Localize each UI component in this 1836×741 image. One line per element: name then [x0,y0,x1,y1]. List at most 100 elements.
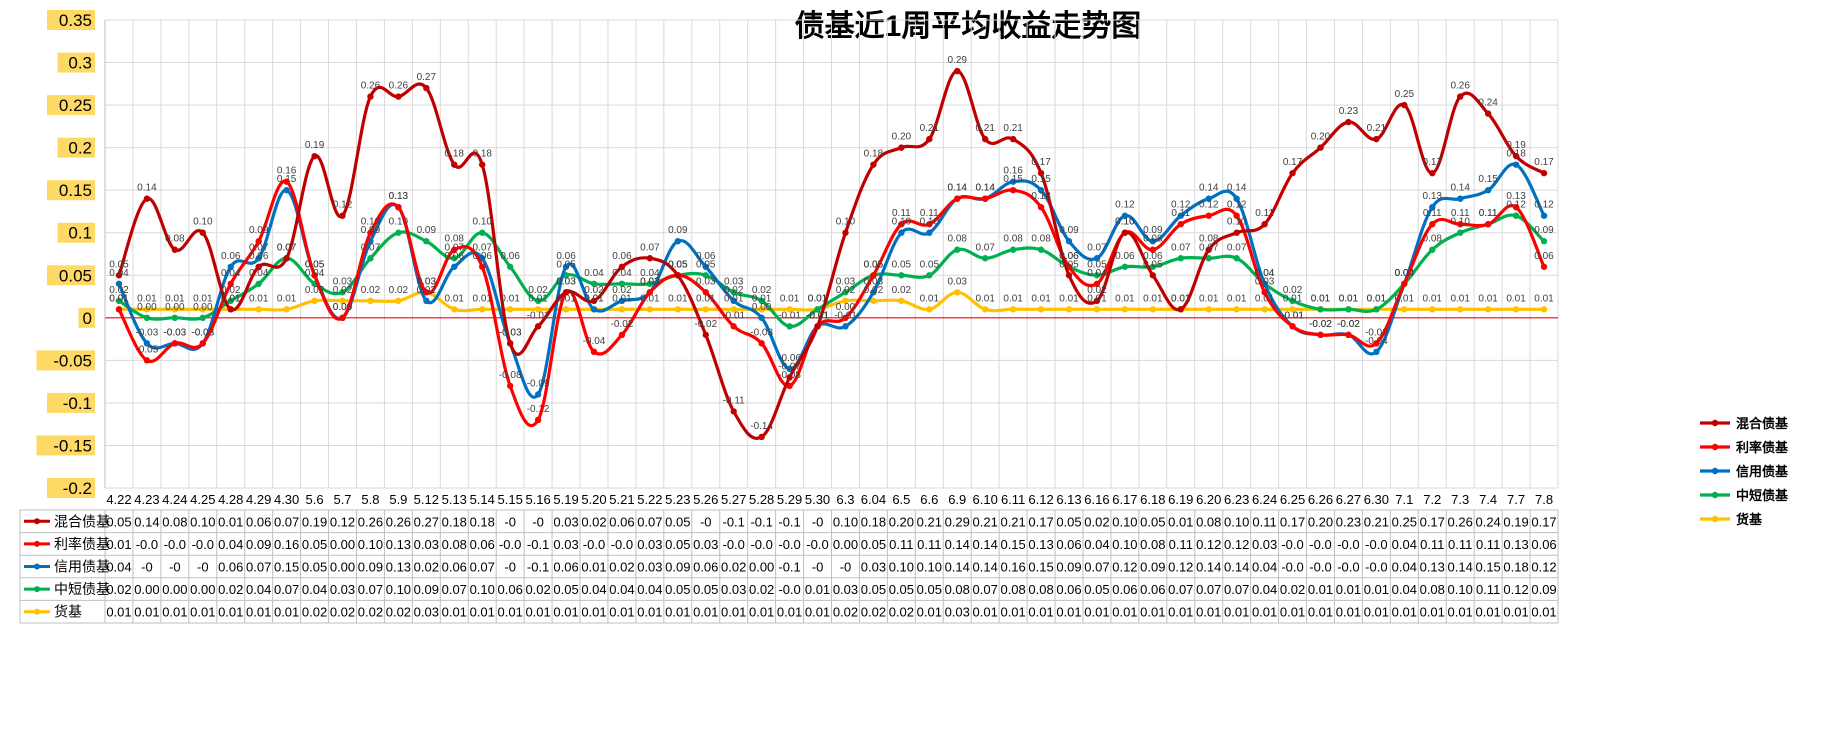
data-label: 0.07 [472,242,492,253]
table-cell: -0.0 [611,537,633,552]
data-label: 0.19 [305,140,325,151]
data-label: 0.03 [556,276,576,287]
table-row-header: 混合债基 [54,513,110,529]
data-point [1149,306,1157,313]
data-label: 0.17 [1534,157,1554,168]
data-point [981,306,989,313]
table-cell: 0.26 [1448,514,1473,529]
data-label: 0.12 [1506,200,1526,211]
data-label: 0.00 [193,302,213,313]
data-point [898,297,905,304]
table-cell: 0.01 [581,605,606,620]
table-cell: 0.10 [1112,537,1137,552]
data-label: 0.02 [836,285,856,296]
data-point [395,93,402,100]
data-point [1233,306,1240,313]
table-cell: 0.06 [1056,537,1081,552]
data-point [227,297,234,304]
table-cell: -0.0 [1281,560,1303,575]
data-point [1457,306,1464,313]
table-cell: 0.01 [1000,605,1025,620]
table-cell: -0.0 [1365,560,1387,575]
data-label: 0.04 [1255,268,1275,279]
data-point [1037,246,1045,253]
y-axis: 0.35 0.3 0.25 0.2 0.15 0.1 0.05 0 -0.05 -0.1 -0.15… [36,10,95,498]
data-label: -0.03 [191,327,214,338]
data-label: 0.13 [1506,191,1526,202]
table-cell: 0.08 [442,537,467,552]
table-cell: 0.04 [106,560,131,575]
table-cell: -0.0 [750,537,772,552]
data-label: 0.02 [1283,285,1303,296]
data-label: 0.08 [948,234,968,245]
data-point [981,195,989,202]
table-cell: 0.14 [973,560,998,575]
table-cell: 0.01 [1475,605,1500,620]
data-point [1457,93,1464,100]
table-cell: 0.05 [861,582,886,597]
data-label: 0.09 [1059,225,1079,236]
table-cell: 0.01 [162,605,187,620]
data-label: 0.09 [1534,225,1554,236]
data-label: 0.15 [1478,174,1498,185]
data-point [143,357,151,364]
data-label: 0.03 [640,276,660,287]
table-cell: 0.05 [106,514,131,529]
x-tick-label: 5.22 [637,492,662,507]
data-label: -0.01 [1281,310,1304,321]
data-point [730,306,737,313]
table-cell: -0 [840,560,852,575]
data-point [562,289,570,296]
data-label: 0.12 [1171,200,1191,211]
data-label: 0.01 [1339,293,1359,304]
data-label: 0.01 [1450,293,1470,304]
y-tick-label: -0.2 [63,479,92,498]
table-cell: 0.01 [246,605,271,620]
x-tick-label: 5.7 [333,492,351,507]
data-point [1261,306,1268,313]
data-label: 0.14 [948,183,968,194]
data-point [506,306,514,313]
data-label: 0.01 [1255,293,1275,304]
table-cell: 0.01 [470,605,495,620]
data-point [674,272,682,279]
data-label: 0.01 [584,293,604,304]
data-label: -0.09 [527,378,550,389]
data-label: -0.01 [1281,310,1304,321]
table-cell: 0.04 [1392,560,1417,575]
table-cell: 0.20 [1308,514,1333,529]
table-cell: 0.04 [581,582,606,597]
table-cell: 0.19 [302,514,327,529]
table-cell: 0.13 [386,537,411,552]
table-cell: 0.06 [1112,582,1137,597]
data-label: 0.12 [1227,200,1247,211]
data-point [702,306,709,313]
table-cell: 0.01 [693,605,718,620]
table-cell: 0.14 [945,537,970,552]
data-point [1093,255,1101,262]
data-point [115,297,123,304]
table-cell: 0.01 [777,605,802,620]
table-cell: -0.0 [192,537,214,552]
table-cell: 0.29 [945,514,970,529]
data-point [870,272,877,279]
legend-label: 货基 [1736,512,1763,527]
data-point [590,280,598,287]
table-cell: 0.00 [134,582,159,597]
data-point [1177,221,1184,228]
x-tick-label: 7.7 [1507,492,1525,507]
data-label: -0.03 [136,327,159,338]
x-tick-label: 6.16 [1084,492,1109,507]
table-cell: 0.00 [190,582,215,597]
table-cell: 0.01 [1112,605,1137,620]
data-label: 0.16 [277,166,297,177]
data-label: 0.04 [1395,268,1415,279]
data-label: 0.03 [640,276,660,287]
legend-label: 混合债基 [1736,416,1789,431]
x-tick-label: 5.20 [581,492,606,507]
data-point [1205,246,1212,253]
table-cell: 0.01 [1196,605,1221,620]
data-label: 0.12 [333,200,353,211]
table-cell: -0.1 [778,514,800,529]
